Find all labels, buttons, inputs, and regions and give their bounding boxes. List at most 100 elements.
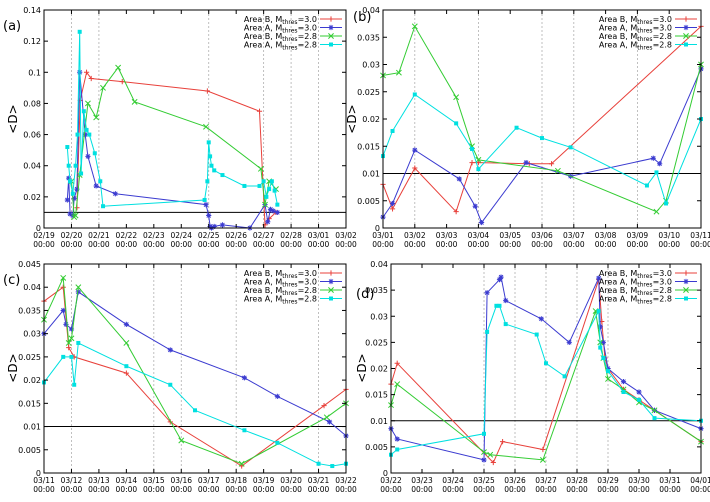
y-tick-label: 0.04 — [23, 283, 41, 292]
legend-label: Area A, Mthres=2.8 — [599, 41, 672, 52]
data-point — [275, 202, 280, 207]
data-point — [478, 219, 485, 226]
x-tick-sublabel: 00:00 — [280, 240, 302, 249]
legend-marker — [328, 278, 334, 285]
data-point — [79, 171, 84, 176]
data-point — [256, 108, 263, 114]
data-point — [204, 88, 210, 94]
y-tick-label: 0.015 — [18, 399, 41, 408]
data-point — [219, 222, 226, 228]
data-point — [453, 94, 460, 101]
legend-label: Area A, Mthres=3.0 — [244, 278, 317, 289]
series-3 — [68, 64, 279, 221]
x-tick-label: 03/02 — [404, 231, 426, 240]
y-tick-label: 0.015 — [365, 391, 388, 400]
data-point — [275, 440, 280, 445]
data-point — [119, 79, 125, 85]
panel-label: (a) — [3, 19, 21, 34]
data-point — [539, 456, 546, 463]
data-point — [411, 23, 418, 30]
data-point — [476, 167, 481, 172]
data-point — [636, 389, 642, 395]
y-tick-label: 0.045 — [18, 260, 41, 269]
series-1 — [74, 69, 279, 228]
data-point — [82, 131, 88, 138]
x-tick-sublabel: 00:00 — [198, 485, 220, 494]
data-point — [178, 437, 185, 444]
y-tick-label: 0.02 — [362, 115, 380, 124]
data-point — [93, 183, 99, 189]
data-point — [206, 212, 212, 219]
y-axis-label: <D> — [6, 353, 20, 382]
data-point — [83, 69, 90, 75]
data-point — [412, 147, 418, 153]
data-point — [206, 140, 211, 145]
data-point — [81, 109, 86, 114]
data-point — [63, 321, 69, 327]
x-tick-label: 03/11 — [690, 231, 710, 240]
legend-label: Area A, Mthres=3.0 — [599, 278, 672, 289]
x-tick-sublabel: 00:00 — [690, 240, 710, 249]
x-tick-sublabel: 00:00 — [33, 485, 55, 494]
data-point — [123, 370, 129, 376]
x-tick-sublabel: 00:00 — [33, 240, 55, 249]
data-point — [566, 339, 572, 345]
x-tick-label: 03/04 — [468, 231, 490, 240]
series-line — [43, 275, 347, 465]
legend-label: Area B, Mthres=2.8 — [244, 32, 317, 43]
data-point — [454, 121, 459, 126]
chart-panel-c: 0 0.005 0.01 0.015 0.02 0.025 0.03 0.035 0.04 0.0… — [3, 260, 357, 494]
data-point — [68, 326, 75, 332]
data-point — [203, 202, 209, 208]
data-point — [264, 194, 269, 199]
x-tick-label: 03/15 — [143, 476, 165, 485]
legend-marker — [329, 296, 333, 301]
y-tick-label: 0.015 — [357, 142, 380, 151]
data-point — [323, 414, 330, 421]
x-tick-sublabel: 00:00 — [253, 485, 275, 494]
x-tick-label: 02/28 — [280, 231, 302, 240]
x-tick-label: 03/07 — [563, 231, 585, 240]
data-point — [654, 170, 659, 175]
data-point — [92, 151, 97, 156]
y-tick-label: 0.035 — [357, 33, 380, 42]
data-point — [262, 201, 268, 208]
y-tick-label: 0.06 — [23, 131, 41, 140]
data-point — [395, 69, 402, 76]
x-tick-label: 03/12 — [61, 476, 83, 485]
data-point — [538, 316, 544, 322]
legend-marker — [329, 42, 333, 47]
y-axis-label: <D> — [6, 104, 20, 133]
data-point — [490, 459, 496, 466]
data-point — [554, 167, 561, 174]
legend-label: Area B, Mthres=3.0 — [599, 269, 672, 280]
data-point — [540, 136, 544, 141]
x-tick-sublabel: 00:00 — [499, 240, 521, 249]
data-point — [168, 382, 173, 387]
series-3 — [41, 274, 349, 467]
legend-label: Area B, Mthres=2.8 — [599, 286, 672, 297]
data-point — [65, 340, 72, 346]
data-point — [84, 100, 91, 107]
x-tick-sublabel: 00:00 — [566, 485, 588, 494]
legend-marker — [683, 278, 689, 285]
legend-label: Area A, Mthres=3.0 — [599, 24, 672, 35]
legend-marker — [683, 270, 689, 276]
series-2 — [64, 69, 280, 231]
data-point — [72, 382, 77, 387]
x-tick-sublabel: 00:00 — [170, 240, 192, 249]
data-point — [272, 188, 277, 193]
x-tick-label: 03/05 — [499, 231, 521, 240]
data-point — [93, 114, 100, 121]
x-tick-label: 02/24 — [170, 231, 192, 240]
x-tick-label: 03/20 — [280, 476, 302, 485]
x-tick-sublabel: 00:00 — [597, 485, 619, 494]
y-tick-label: 0.005 — [365, 443, 388, 452]
y-tick-label: 0.02 — [23, 193, 41, 202]
y-tick-label: 0.03 — [23, 330, 41, 339]
y-tick-label: 0.1 — [28, 68, 41, 77]
x-tick-sublabel: 00:00 — [658, 240, 680, 249]
legend-marker — [683, 287, 689, 293]
series-line — [43, 286, 347, 467]
series-4 — [65, 29, 280, 209]
